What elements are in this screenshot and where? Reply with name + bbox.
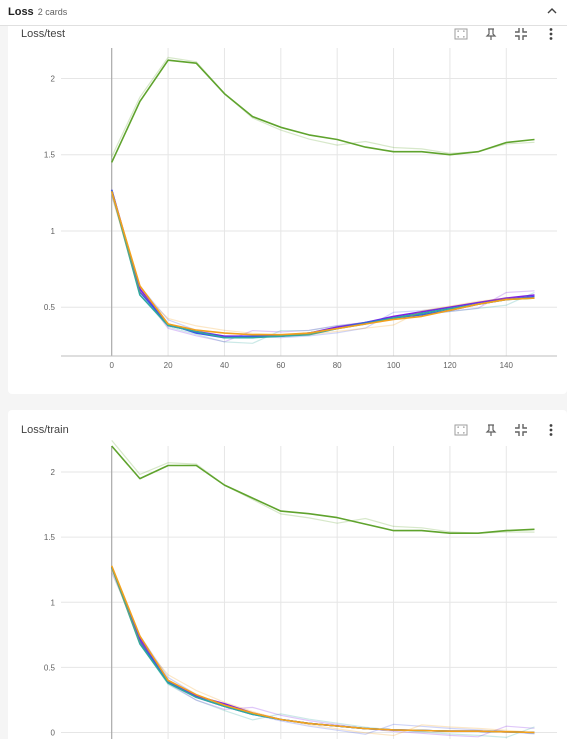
- line-chart-loss-train[interactable]: 0 0.5 1 1.5 2: [8, 410, 567, 739]
- chevron-up-icon[interactable]: [545, 4, 559, 18]
- fit-domain-icon[interactable]: [513, 422, 529, 438]
- series-line[interactable]: [110, 566, 535, 734]
- series-raw-line: [111, 56, 535, 158]
- card-group-header[interactable]: Loss 2 cards: [0, 0, 567, 26]
- series-raw-line: [111, 565, 535, 739]
- pin-icon[interactable]: [483, 26, 499, 42]
- card-toolbar: [451, 26, 561, 42]
- card-title: Loss/test: [21, 28, 66, 40]
- pin-icon[interactable]: [483, 422, 499, 438]
- x-tick-label: 40: [220, 361, 229, 370]
- scalar-card-loss-train: Loss/train 0 0.5 1 1.5 2: [8, 410, 567, 739]
- series-raw-line: [111, 189, 535, 343]
- series-raw-line: [111, 572, 535, 735]
- series-line[interactable]: [111, 445, 535, 534]
- card-title: Loss/train: [21, 424, 69, 436]
- y-tick-label: 1.5: [44, 151, 56, 160]
- series-raw-line: [111, 569, 535, 737]
- y-tick-label: 0.5: [44, 663, 56, 672]
- card-toolbar: [451, 422, 561, 438]
- series-raw-line: [111, 195, 535, 336]
- fit-domain-icon[interactable]: [513, 26, 529, 42]
- series-line[interactable]: [110, 189, 535, 339]
- series-raw-line: [111, 189, 535, 344]
- y-tick-label: 2: [51, 74, 56, 83]
- x-tick-label: 140: [500, 361, 514, 370]
- y-tick-label: 1: [51, 227, 56, 236]
- x-tick-label: 0: [110, 361, 115, 370]
- series-raw-line: [111, 566, 535, 738]
- series-line[interactable]: [110, 565, 535, 734]
- y-tick-label: 2: [51, 468, 56, 477]
- group-title-text: Loss: [8, 6, 34, 18]
- x-tick-label: 20: [164, 361, 173, 370]
- series-line[interactable]: [110, 191, 535, 339]
- x-tick-label: 100: [387, 361, 401, 370]
- x-tick-label: 120: [443, 361, 457, 370]
- series-raw-line: [111, 440, 535, 534]
- y-tick-label: 0.5: [44, 303, 56, 312]
- y-tick-label: 1.5: [44, 533, 56, 542]
- group-title: Loss 2 cards: [8, 6, 67, 18]
- series-raw-line: [111, 195, 535, 339]
- group-card-count: 2 cards: [37, 7, 68, 17]
- y-tick-label: 0: [51, 728, 56, 737]
- y-tick-label: 1: [51, 598, 56, 607]
- series-line[interactable]: [110, 189, 535, 337]
- x-tick-label: 80: [333, 361, 342, 370]
- fullscreen-icon[interactable]: [453, 422, 469, 438]
- scalar-card-loss-test: Loss/test 0.5 1 1.5 2 0 20 40 60 80 100 120 140: [8, 26, 567, 394]
- x-tick-label: 60: [276, 361, 285, 370]
- series-line[interactable]: [110, 59, 535, 163]
- more-vert-icon[interactable]: [543, 26, 559, 42]
- more-vert-icon[interactable]: [543, 422, 559, 438]
- fullscreen-icon[interactable]: [453, 26, 469, 42]
- series-line[interactable]: [110, 191, 535, 336]
- series-line[interactable]: [110, 566, 535, 734]
- line-chart-loss-test[interactable]: 0.511.520 20 40 60 80 100 120 140: [8, 26, 567, 394]
- series-line[interactable]: [110, 566, 535, 734]
